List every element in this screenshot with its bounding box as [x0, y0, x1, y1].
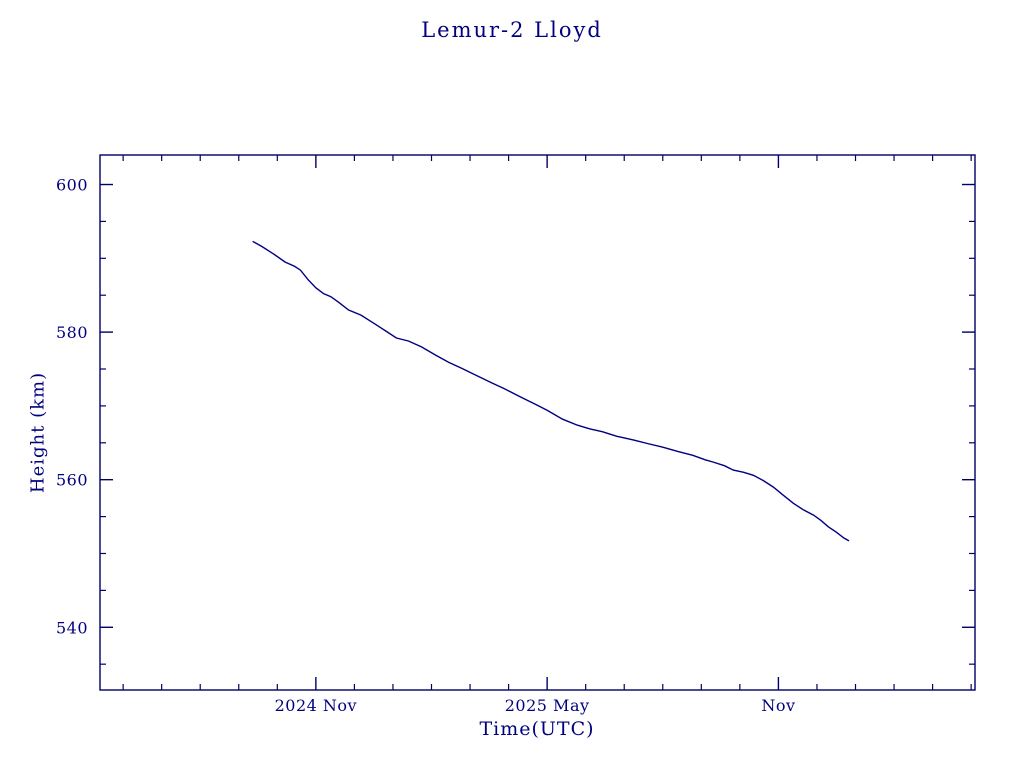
- x-axis-label: Time(UTC): [479, 718, 595, 740]
- plot-frame: [99, 154, 976, 691]
- y-tick-label: 600: [56, 176, 88, 195]
- height-series-line: [252, 240, 850, 542]
- x-tick-label: 2025 May: [505, 696, 590, 715]
- y-tick-label: 580: [56, 323, 88, 342]
- x-tick-label: 2024 Nov: [275, 696, 357, 715]
- x-tick-label: Nov: [761, 696, 795, 715]
- chart-title: Lemur-2 Lloyd: [421, 18, 603, 42]
- y-tick-label: 540: [56, 618, 88, 637]
- y-tick-label: 560: [56, 471, 88, 490]
